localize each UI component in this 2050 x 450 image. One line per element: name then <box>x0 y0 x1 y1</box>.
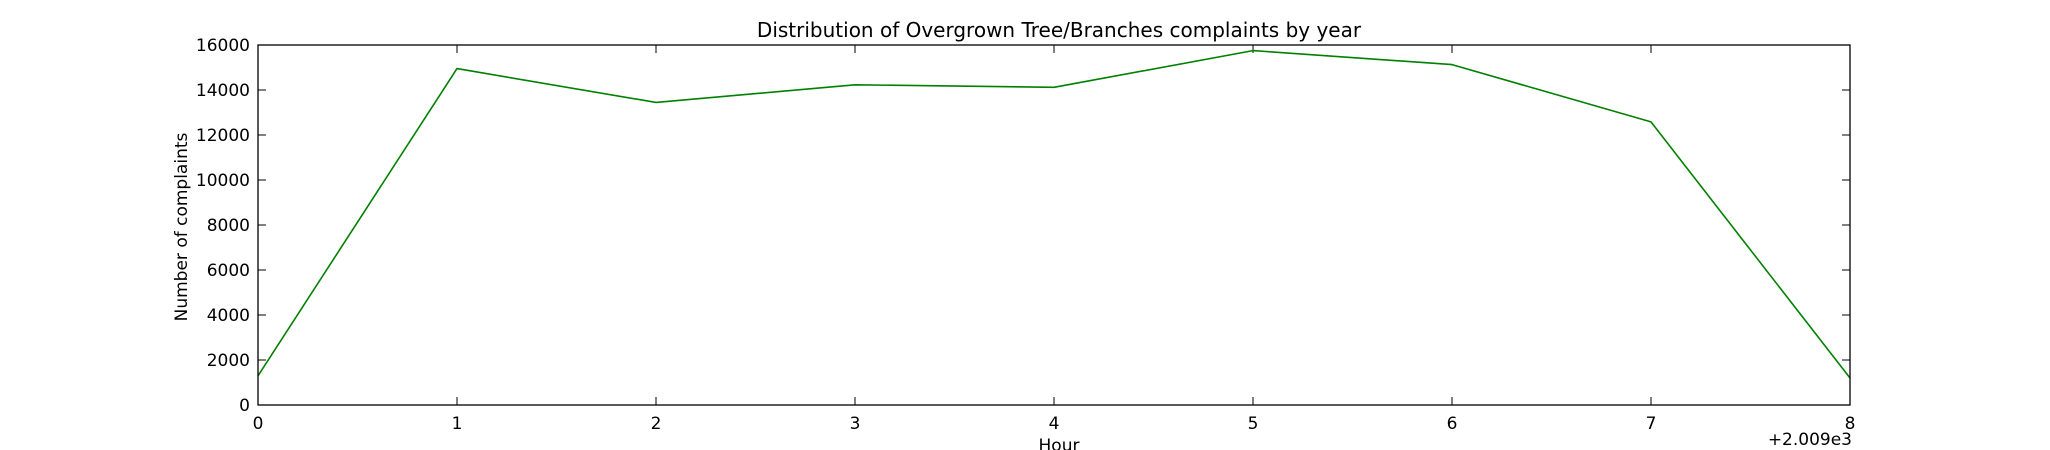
x-tick-label: 5 <box>1248 414 1259 434</box>
y-tick-label: 14000 <box>196 81 250 101</box>
chart-title: Distribution of Overgrown Tree/Branches … <box>757 18 1362 42</box>
y-tick-label: 0 <box>239 396 250 416</box>
y-tick-label: 8000 <box>207 216 250 236</box>
x-tick-label: 2 <box>651 414 662 434</box>
y-tick-label: 10000 <box>196 171 250 191</box>
series-line <box>257 49 1851 379</box>
y-tick-label: 16000 <box>196 36 250 56</box>
y-tick-label: 2000 <box>207 351 250 371</box>
axis-ticks: 0 1 2 3 4 5 6 7 8 0 2000 4000 6000 8000 10000 12000 1400… <box>196 36 1856 434</box>
x-tick-label: 8 <box>1845 414 1856 434</box>
series-layer <box>257 49 1851 379</box>
y-tick-label: 6000 <box>207 261 250 281</box>
x-axis-label: Hour <box>1039 436 1080 450</box>
plot-area-frame <box>257 44 1851 406</box>
x-tick-label: 1 <box>452 414 463 434</box>
x-tick-label: 7 <box>1646 414 1657 434</box>
x-tick-label: 3 <box>850 414 861 434</box>
y-tick-label: 12000 <box>196 126 250 146</box>
x-tick-label: 6 <box>1447 414 1458 434</box>
x-tick-label: 0 <box>253 414 264 434</box>
x-tick-label: 4 <box>1049 414 1060 434</box>
y-tick-label: 4000 <box>207 306 250 326</box>
y-axis-label: Number of complaints <box>172 132 192 321</box>
x-axis-offset-label: +2.009e3 <box>1768 430 1852 450</box>
